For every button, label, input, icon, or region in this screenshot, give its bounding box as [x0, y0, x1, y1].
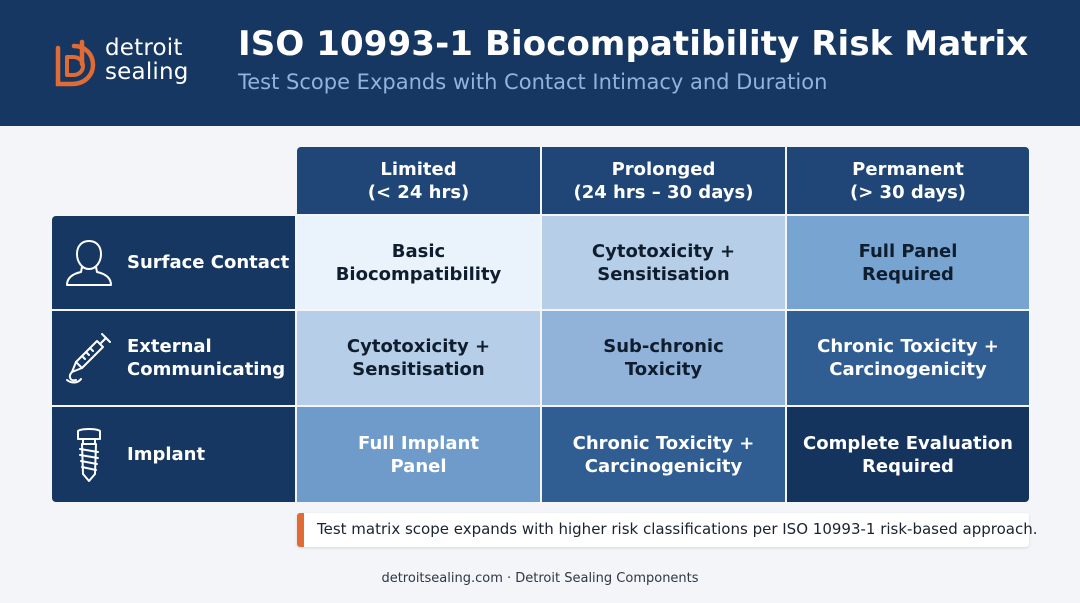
- matrix-cell-surface-limited: Basic Biocompatibility: [297, 216, 540, 309]
- logo-line-1: detroit: [105, 35, 183, 61]
- matrix-cell-implant-prolonged: Chronic Toxicity + Carcinogenicity: [542, 407, 785, 502]
- header-banner: detroit sealing ISO 10993-1 Biocompatibi…: [0, 0, 1080, 126]
- dental-implant-icon: [77, 427, 101, 482]
- note-accent-bar: [297, 513, 304, 547]
- page-subtitle: Test Scope Expands with Contact Intimacy…: [238, 70, 828, 94]
- row-header-implant: Implant: [52, 407, 295, 502]
- logo-line-2: sealing: [105, 59, 189, 85]
- row-label: Implant: [127, 444, 206, 465]
- note-text: Test matrix scope expands with higher ri…: [317, 520, 1038, 538]
- column-header-permanent: Permanent (> 30 days): [787, 147, 1029, 214]
- matrix-cell-external-limited: Cytotoxicity + Sensitisation: [297, 311, 540, 405]
- row-header-surface-contact: Surface Contact: [52, 216, 295, 309]
- brand-logo: detroit sealing: [52, 36, 212, 92]
- column-header-prolonged: Prolonged (24 hrs – 30 days): [542, 147, 785, 214]
- logo-d-mark-icon: [55, 39, 96, 87]
- row-label: External Communicating: [127, 336, 286, 380]
- scope-note-callout: Test matrix scope expands with higher ri…: [297, 513, 1037, 547]
- matrix-cell-external-permanent: Chronic Toxicity + Carcinogenicity: [787, 311, 1029, 405]
- row-header-external-communicating: External Communicating: [52, 311, 295, 405]
- matrix-cell-implant-permanent: Complete Evaluation Required: [787, 407, 1029, 502]
- risk-matrix: Limited (< 24 hrs) Prolonged (24 hrs – 3…: [52, 147, 1029, 502]
- person-icon: [66, 239, 112, 286]
- matrix-cell-external-prolonged: Sub-chronic Toxicity: [542, 311, 785, 405]
- syringe-icon: [66, 333, 111, 384]
- row-label: Surface Contact: [127, 252, 290, 273]
- footer-credit: detroitsealing.com · Detroit Sealing Com…: [381, 571, 699, 586]
- matrix-cell-surface-permanent: Full Panel Required: [787, 216, 1029, 309]
- page-title: ISO 10993-1 Biocompatibility Risk Matrix: [238, 24, 1029, 64]
- matrix-cell-implant-limited: Full Implant Panel: [297, 407, 540, 502]
- column-header-limited: Limited (< 24 hrs): [297, 147, 540, 214]
- matrix-cell-surface-prolonged: Cytotoxicity + Sensitisation: [542, 216, 785, 309]
